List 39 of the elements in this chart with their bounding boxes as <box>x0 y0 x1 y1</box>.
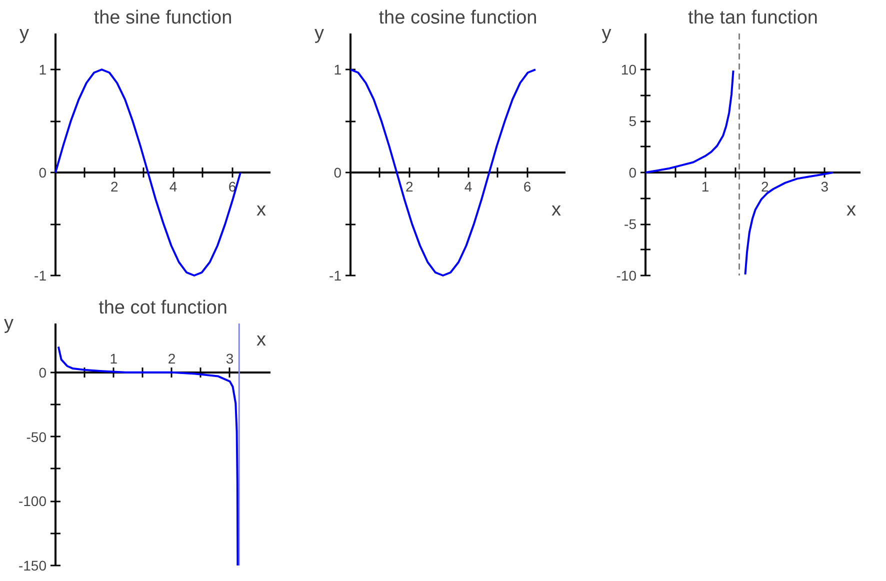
y-tick-label: -100 <box>18 493 47 510</box>
x-tick-label: 3 <box>226 350 234 366</box>
x-axis-title: x <box>552 200 562 221</box>
chart-title: the cosine function <box>378 8 538 28</box>
y-tick-label: -1 <box>34 268 47 284</box>
x-tick-label: 1 <box>701 178 710 195</box>
x-axis-title: x <box>846 200 856 221</box>
x-tick-label: 6 <box>228 178 236 195</box>
chart-title: the sine function <box>94 8 232 28</box>
x-tick-label: 2 <box>761 178 770 195</box>
y-tick-label: 0 <box>628 164 637 181</box>
y-tick-label: 0 <box>38 164 47 181</box>
y-axis-title: y <box>4 313 14 334</box>
y-axis-title: y <box>314 23 325 44</box>
x-tick-label: 3 <box>820 178 829 195</box>
x-tick-label: 6 <box>523 178 532 195</box>
y-tick-label: 1 <box>38 62 47 78</box>
x-axis-title: x <box>256 329 266 350</box>
y-tick-label: 10 <box>620 62 637 78</box>
chart-title: the tan function <box>688 8 818 28</box>
x-tick-label: 1 <box>110 350 118 366</box>
x-tick-label: 2 <box>406 178 414 195</box>
y-tick-label: -5 <box>624 216 637 232</box>
x-axis-title: x <box>256 200 266 221</box>
y-tick-label: -10 <box>616 268 637 284</box>
y-tick-label: 1 <box>334 62 342 78</box>
y-tick-label: 5 <box>628 113 637 130</box>
y-axis-title: y <box>602 23 612 44</box>
y-axis-title: y <box>20 23 30 44</box>
chart-title: the cot function <box>98 298 228 318</box>
y-tick-label: 0 <box>334 164 342 181</box>
x-tick-label: 4 <box>464 178 472 195</box>
y-tick-label: -150 <box>18 558 47 574</box>
x-tick-label: 2 <box>110 178 119 195</box>
x-tick-label: 4 <box>169 178 178 195</box>
y-tick-label: -50 <box>26 428 47 445</box>
y-tick-label: 0 <box>38 364 47 380</box>
x-tick-label: 2 <box>168 350 176 366</box>
y-tick-label: -1 <box>329 268 342 284</box>
